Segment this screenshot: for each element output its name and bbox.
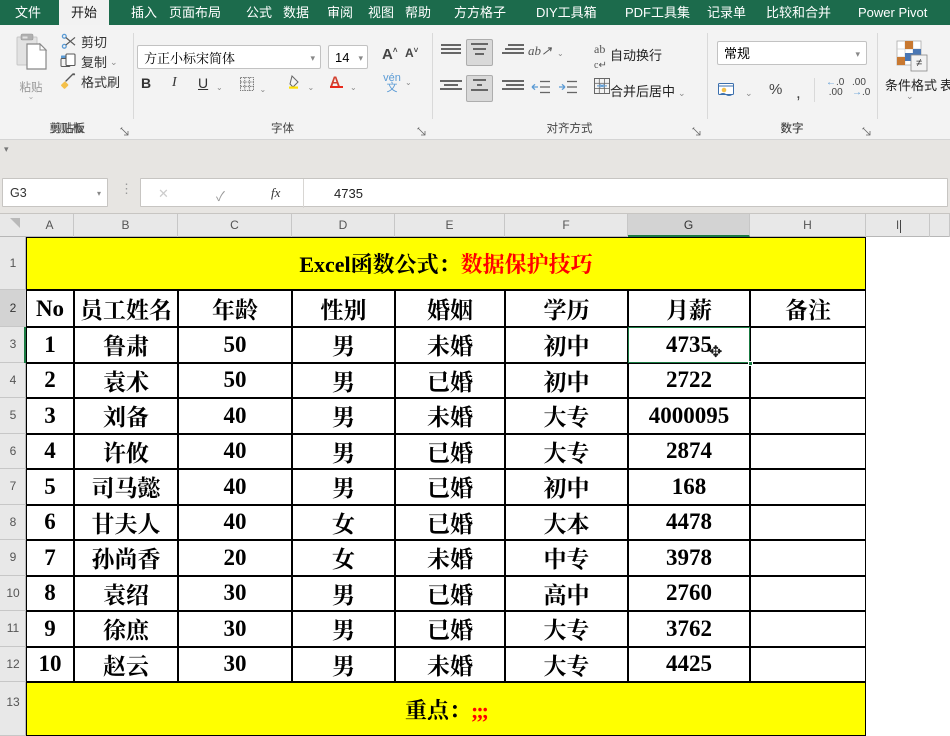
svg-text:≠: ≠ (916, 57, 922, 69)
